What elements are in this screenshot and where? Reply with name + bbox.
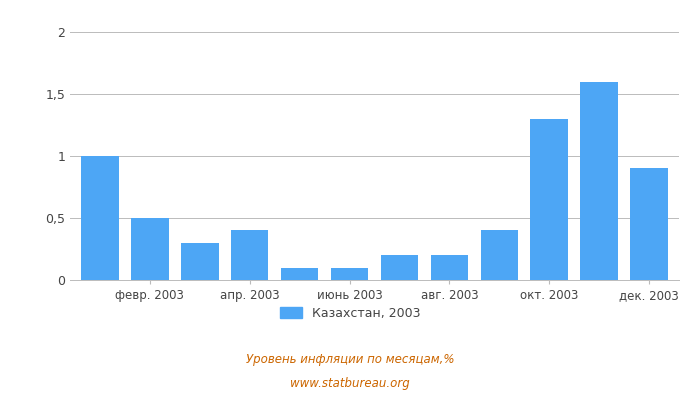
Text: Уровень инфляции по месяцам,%: Уровень инфляции по месяцам,%	[246, 354, 454, 366]
Bar	[81, 156, 119, 280]
Bar	[481, 230, 518, 280]
Legend: Казахстан, 2003: Казахстан, 2003	[279, 307, 421, 320]
Bar	[381, 255, 418, 280]
Bar	[181, 243, 218, 280]
Text: www.statbureau.org: www.statbureau.org	[290, 378, 410, 390]
Bar	[430, 255, 468, 280]
Bar	[131, 218, 169, 280]
Bar	[331, 268, 368, 280]
Bar	[281, 268, 318, 280]
Bar	[231, 230, 268, 280]
Bar	[630, 168, 668, 280]
Bar	[580, 82, 618, 280]
Bar	[531, 119, 568, 280]
